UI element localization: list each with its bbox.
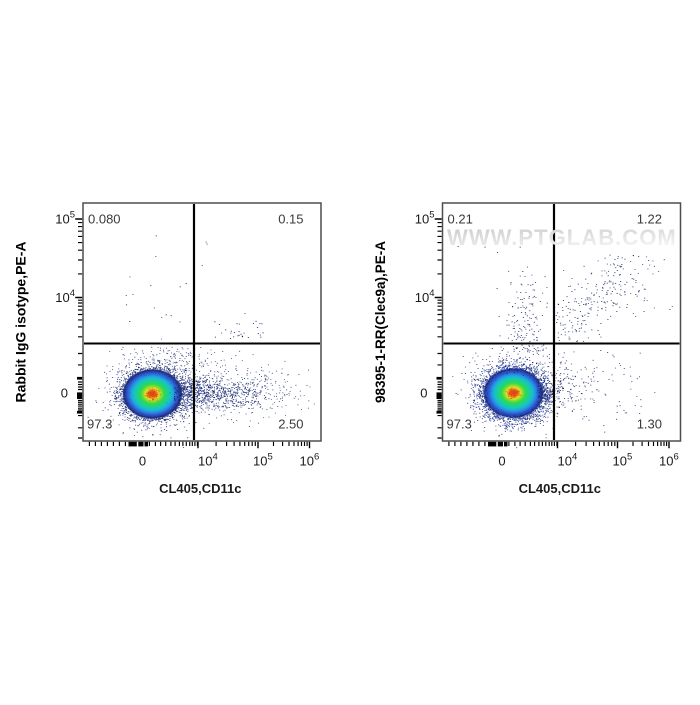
svg-text:0: 0	[139, 454, 146, 469]
svg-text:0.15: 0.15	[278, 212, 303, 227]
svg-text:Rabbit IgG isotype,PE-A: Rabbit IgG isotype,PE-A	[13, 241, 29, 402]
svg-text:1.30: 1.30	[637, 417, 662, 432]
svg-text:WWW.PTGLAB.COM: WWW.PTGLAB.COM	[447, 225, 677, 250]
svg-text:97.3: 97.3	[447, 417, 472, 432]
svg-text:0.080: 0.080	[88, 212, 121, 227]
svg-text:0: 0	[420, 386, 427, 401]
svg-text:97.3: 97.3	[87, 417, 112, 432]
svg-text:98395-1-RR(Clec9a),PE-A: 98395-1-RR(Clec9a),PE-A	[373, 241, 388, 403]
svg-text:0.21: 0.21	[448, 212, 473, 227]
svg-text:1.22: 1.22	[637, 212, 662, 227]
svg-text:2.50: 2.50	[278, 417, 303, 432]
svg-text:CL405,CD11c: CL405,CD11c	[519, 481, 601, 496]
svg-text:0: 0	[498, 454, 505, 469]
svg-text:CL405,CD11c: CL405,CD11c	[159, 481, 241, 496]
svg-text:0: 0	[61, 386, 68, 401]
